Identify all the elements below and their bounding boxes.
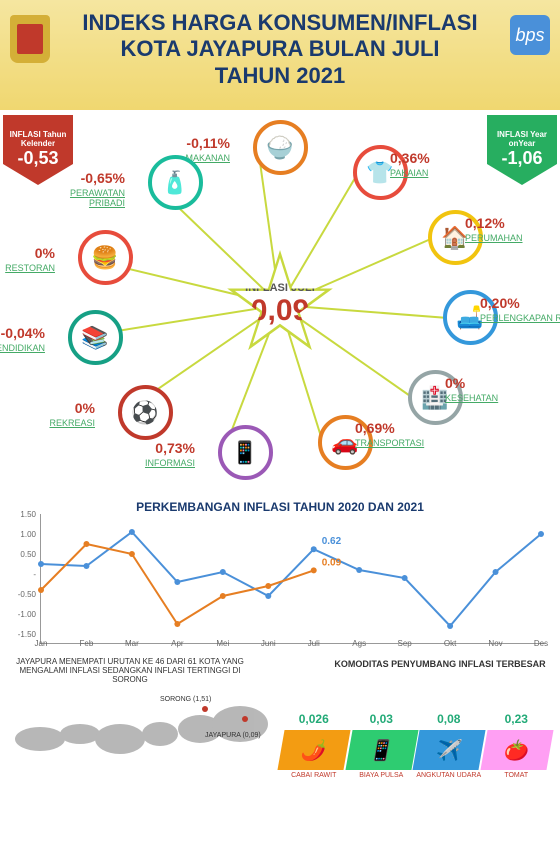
category-pendidikan: -0,04%PENDIDIKAN📚 bbox=[45, 310, 145, 365]
svg-text:Ags: Ags bbox=[352, 639, 366, 648]
svg-text:0.50: 0.50 bbox=[20, 550, 36, 559]
category-perumahan: 🏠0,12%PERUMAHAN bbox=[405, 210, 505, 265]
category-restoran: 0%RESTORAN🍔 bbox=[55, 230, 155, 285]
commodity-angkutan-udara: 0,08✈️ANGKUTAN UDARA bbox=[415, 730, 483, 779]
category-rekreasi: 0%REKREASI⚽ bbox=[95, 385, 195, 440]
bottom-section: JAYAPURA MENEMPATI URUTAN KE 46 DARI 61 … bbox=[0, 649, 560, 789]
line-chart-section: PERKEMBANGAN INFLASI TAHUN 2020 DAN 2021… bbox=[0, 495, 560, 649]
svg-text:1.00: 1.00 bbox=[20, 530, 36, 539]
svg-text:JAYAPURA (0,09): JAYAPURA (0,09) bbox=[205, 732, 261, 739]
svg-text:0.62: 0.62 bbox=[322, 536, 342, 547]
svg-text:-: - bbox=[33, 570, 36, 579]
svg-text:Feb: Feb bbox=[80, 639, 94, 648]
svg-text:Sep: Sep bbox=[398, 639, 413, 648]
city-logo-icon bbox=[10, 15, 50, 63]
header: bps INDEKS HARGA KONSUMEN/INFLASI KOTA J… bbox=[0, 0, 560, 110]
svg-text:SORONG (1,51): SORONG (1,51) bbox=[160, 696, 211, 703]
line-chart: -1.50-1.00-0.50-0.501.001.50JanFebMarApr… bbox=[40, 514, 545, 644]
category-informasi: 0,73%INFORMASI📱 bbox=[195, 425, 295, 480]
commodity-bars: 0,026🌶️CABAI RAWIT0,03📱BIAYA PULSA0,08✈️… bbox=[280, 689, 550, 779]
svg-text:Juli: Juli bbox=[308, 639, 320, 648]
svg-text:-0.50: -0.50 bbox=[18, 590, 37, 599]
svg-text:Mei: Mei bbox=[216, 639, 229, 648]
commodity-biaya-pulsa: 0,03📱BIAYA PULSA bbox=[348, 730, 416, 779]
svg-text:Mar: Mar bbox=[125, 639, 139, 648]
indonesia-map: SORONG (1,51) JAYAPURA (0,09) bbox=[10, 679, 270, 779]
svg-text:-1.50: -1.50 bbox=[18, 630, 37, 639]
svg-text:Okt: Okt bbox=[444, 639, 457, 648]
chart-title: PERKEMBANGAN INFLASI TAHUN 2020 DAN 2021 bbox=[15, 500, 545, 514]
svg-text:1.50: 1.50 bbox=[20, 510, 36, 519]
svg-text:Nov: Nov bbox=[488, 639, 502, 648]
category-kesehatan: 🏥0%KESEHATAN bbox=[385, 370, 485, 425]
category-pakaian: 👕0,36%PAKAIAN bbox=[330, 145, 430, 200]
commodity-tomat: 0,23🍅TOMAT bbox=[483, 730, 551, 779]
category-perawatan-pribadi: -0,65%PERAWATAN PRIBADI🧴 bbox=[125, 155, 225, 210]
svg-text:Jan: Jan bbox=[35, 639, 48, 648]
radial-chart: INFLASI JULI 0,09 -0,11%MAKANAN🍚👕0,36%PA… bbox=[0, 115, 560, 495]
bps-logo-icon: bps bbox=[510, 15, 550, 55]
commodity-note: KOMODITAS PENYUMBANG INFLASI TERBESAR bbox=[330, 659, 550, 669]
page-title: INDEKS HARGA KONSUMEN/INFLASI KOTA JAYAP… bbox=[8, 10, 552, 89]
category-perlengkapan-ruta: 🛋️0,20%PERLENGKAPAN RUTA bbox=[420, 290, 520, 345]
svg-text:Juni: Juni bbox=[261, 639, 276, 648]
svg-text:0.09: 0.09 bbox=[322, 557, 342, 568]
commodity-cabai-rawit: 0,026🌶️CABAI RAWIT bbox=[280, 730, 348, 779]
category-transportasi: 🚗0,69%TRANSPORTASI bbox=[295, 415, 395, 470]
svg-text:Apr: Apr bbox=[171, 639, 184, 648]
svg-text:Des: Des bbox=[534, 639, 548, 648]
category-makanan: -0,11%MAKANAN🍚 bbox=[230, 120, 330, 175]
svg-text:-1.00: -1.00 bbox=[18, 610, 37, 619]
